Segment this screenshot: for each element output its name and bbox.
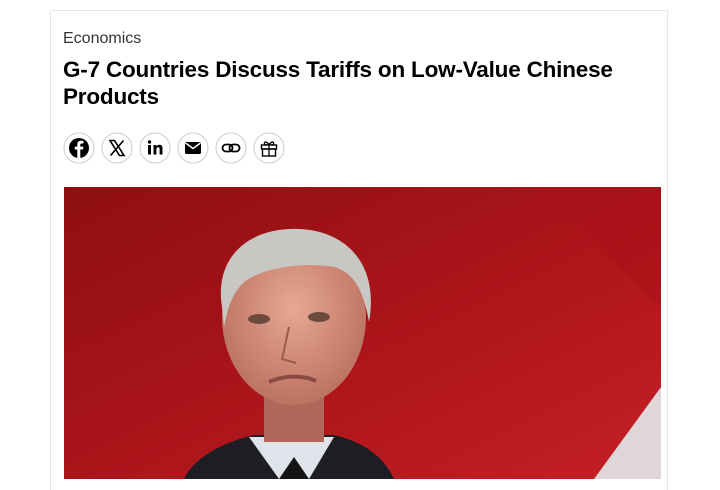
category-label[interactable]: Economics (63, 30, 142, 47)
article-card (50, 10, 668, 490)
gift-article[interactable] (253, 132, 285, 164)
page: Economics G-7 Countries Discuss Tariffs … (50, 10, 668, 490)
headline: G-7 Countries Discuss Tariffs on Low-Val… (63, 57, 613, 109)
email-share[interactable] (177, 132, 209, 164)
article-photo (64, 187, 661, 479)
x-share[interactable] (101, 132, 133, 164)
facebook-share[interactable] (63, 132, 95, 164)
copy-link[interactable] (215, 132, 247, 164)
linkedin-share[interactable] (139, 132, 171, 164)
share-bar (63, 132, 285, 164)
